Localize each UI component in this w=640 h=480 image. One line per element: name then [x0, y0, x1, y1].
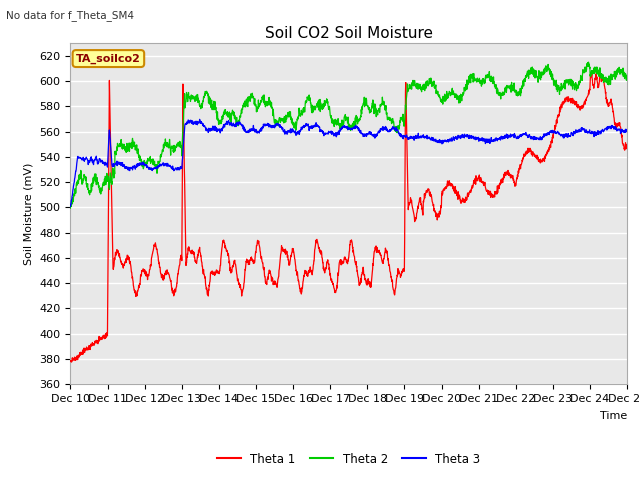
Y-axis label: Soil Moisture (mV): Soil Moisture (mV): [24, 162, 34, 265]
Text: No data for f_Theta_SM4: No data for f_Theta_SM4: [6, 10, 134, 21]
Text: TA_soilco2: TA_soilco2: [76, 53, 141, 64]
X-axis label: Time: Time: [600, 411, 627, 421]
Legend: Theta 1, Theta 2, Theta 3: Theta 1, Theta 2, Theta 3: [212, 448, 485, 470]
Title: Soil CO2 Soil Moisture: Soil CO2 Soil Moisture: [265, 25, 433, 41]
